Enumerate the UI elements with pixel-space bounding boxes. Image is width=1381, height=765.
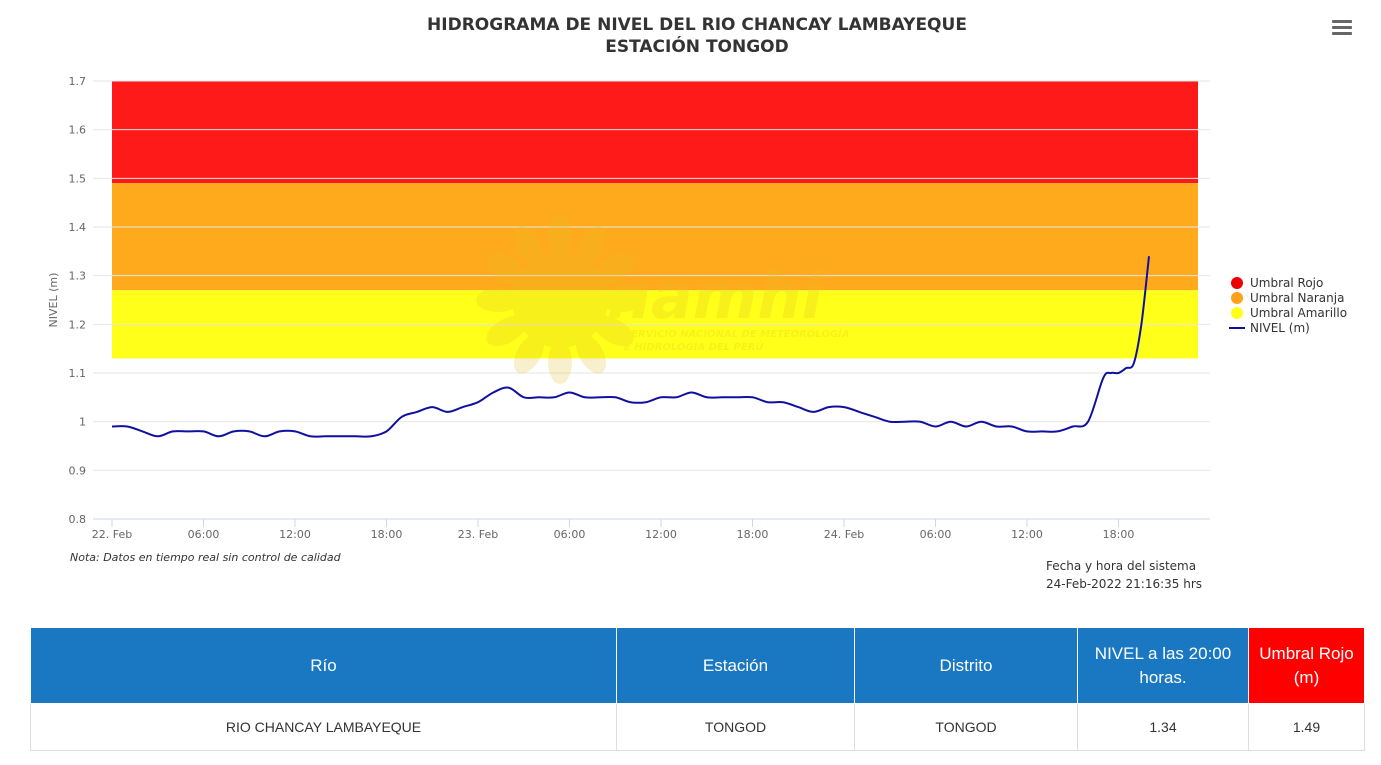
- x-tick-label: 23. Feb: [458, 528, 498, 541]
- header-estacion: Estación: [616, 627, 855, 704]
- sun-ray: [486, 315, 527, 347]
- cell-estacion: TONGOD: [616, 703, 855, 751]
- hamburger-menu-icon[interactable]: [1330, 18, 1354, 40]
- y-tick-label: 1.4: [69, 221, 87, 234]
- chart-title-line1: HIDROGRAMA DE NIVEL DEL RIO CHANCAY LAMB…: [427, 15, 967, 35]
- sun-ray: [548, 216, 572, 260]
- x-tick-label: 18:00: [737, 528, 769, 541]
- y-tick-label: 1.7: [69, 75, 87, 88]
- table-header-row: Río Estación Distrito NIVEL a las 20:00 …: [30, 627, 1365, 704]
- y-tick-label: 1.2: [69, 318, 87, 331]
- x-tick-label: 12:00: [279, 528, 311, 541]
- header-umbral-rojo: Umbral Rojo (m): [1248, 627, 1365, 704]
- hydrograph-chart: HIDROGRAMA DE NIVEL DEL RIO CHANCAY LAMB…: [47, 15, 1354, 593]
- watermark-sub-text-1: SERVICIO NACIONAL DE METEOROLOGÍA: [624, 327, 850, 340]
- y-tick-label: 1.3: [69, 270, 87, 283]
- x-tick-label: 12:00: [645, 528, 677, 541]
- header-nivel: NIVEL a las 20:00 horas.: [1077, 627, 1249, 704]
- y-axis: 0.8 0.9 1 1.1 1.2 1.3 1.4 1.5 1.6 1.7: [69, 75, 87, 526]
- station-table: Río Estación Distrito NIVEL a las 20:00 …: [30, 627, 1365, 751]
- y-tick-label: 0.9: [69, 464, 87, 477]
- y-tick-label: 1.1: [69, 367, 87, 380]
- sun-core: [512, 252, 608, 348]
- x-tick-label: 06:00: [920, 528, 952, 541]
- watermark-sub-text-2: E HIDROLOGÍA DEL PERÚ: [624, 340, 764, 353]
- nivel-series: [111, 256, 1150, 438]
- x-tick-label: 18:00: [1103, 528, 1135, 541]
- sun-ray: [600, 288, 644, 312]
- cell-umbral-rojo: 1.49: [1248, 703, 1365, 751]
- legend-label-nivel-m: NIVEL (m): [1250, 321, 1310, 335]
- y-tick-label: 0.8: [69, 513, 87, 526]
- legend-marker-umbral-amarillo: [1231, 307, 1243, 319]
- watermark-main-text: Senamhi: [520, 260, 823, 333]
- chart-title-line2: ESTACIÓN TONGOD: [605, 35, 788, 57]
- table-row: RIO CHANCAY LAMBAYEQUE TONGOD TONGOD 1.3…: [30, 703, 1365, 751]
- x-axis: 22. Feb 06:00 12:00 18:00 23. Feb 06:00 12:00 1…: [92, 518, 1210, 541]
- sun-ray: [593, 315, 634, 347]
- sun-ray: [513, 333, 545, 374]
- system-time: Fecha y hora del sistema 24-Feb-2022 21:…: [1046, 557, 1202, 593]
- sun-ray: [513, 226, 545, 267]
- cell-rio: RIO CHANCAY LAMBAYEQUE: [30, 703, 617, 751]
- grid-lines: [93, 80, 1210, 520]
- series-line-nivel: [111, 256, 1150, 438]
- x-tick-label: 18:00: [371, 528, 403, 541]
- cell-distrito: TONGOD: [854, 703, 1078, 751]
- system-time-label: Fecha y hora del sistema: [1046, 559, 1197, 573]
- system-time-value: 24-Feb-2022 21:16:35 hrs: [1046, 577, 1203, 591]
- header-rio: Río: [30, 627, 617, 704]
- legend-label-umbral-amarillo: Umbral Amarillo: [1250, 306, 1347, 320]
- senamhi-watermark: Senamhi SERVICIO NACIONAL DE METEOROLOGÍ…: [476, 216, 850, 384]
- cell-nivel: 1.34: [1077, 703, 1249, 751]
- legend-label-umbral-rojo: Umbral Rojo: [1250, 276, 1323, 290]
- sun-ray: [575, 333, 607, 374]
- x-tick-label: 06:00: [188, 528, 220, 541]
- sun-ray: [548, 340, 572, 384]
- legend-marker-umbral-naranja: [1231, 292, 1243, 304]
- data-quality-note: Nota: Datos en tiempo real sin control d…: [70, 551, 341, 564]
- legend-marker-umbral-rojo: [1231, 277, 1243, 289]
- legend-label-umbral-naranja: Umbral Naranja: [1250, 291, 1344, 305]
- y-axis-title: NIVEL (m): [47, 273, 60, 328]
- chart-svg: HIDROGRAMA DE NIVEL DEL RIO CHANCAY LAMB…: [47, 15, 1347, 541]
- y-tick-label: 1.5: [69, 172, 87, 185]
- y-tick-label: 1.6: [69, 124, 87, 137]
- x-tick-label: 22. Feb: [92, 528, 132, 541]
- x-tick-label: 24. Feb: [824, 528, 864, 541]
- sun-ray: [476, 288, 520, 312]
- x-tick-label: 12:00: [1011, 528, 1043, 541]
- band-umbral-rojo: [112, 81, 1198, 184]
- sun-logo-icon: [476, 216, 644, 384]
- x-tick-label: 06:00: [554, 528, 586, 541]
- sun-ray: [575, 226, 607, 267]
- y-tick-label: 1: [79, 416, 86, 429]
- sun-ray: [593, 253, 634, 285]
- sun-ray: [486, 253, 527, 285]
- header-distrito: Distrito: [854, 627, 1078, 704]
- band-umbral-naranja: [112, 183, 1198, 291]
